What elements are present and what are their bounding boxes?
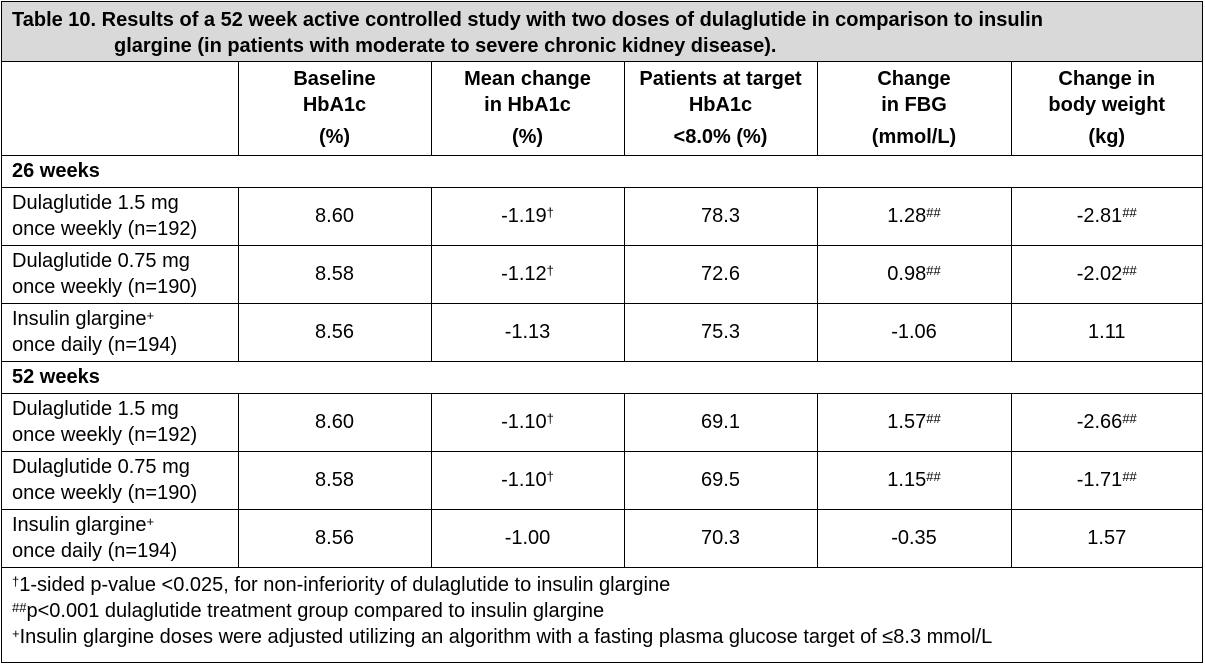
table-row: Dulaglutide 1.5 mg once weekly (n=192) 8.…: [2, 392, 1202, 452]
table-row: Insulin glargine+ once daily (n=194) 8.56…: [2, 302, 1202, 362]
cell: 69.1: [623, 392, 818, 452]
cell: 70.3: [623, 508, 818, 568]
cell: -1.13: [430, 302, 625, 362]
section-label: 26 weeks: [2, 154, 1202, 188]
cell: 1.11: [1010, 302, 1202, 362]
section-row: 52 weeks: [2, 360, 1202, 394]
cell: -1.00: [430, 508, 625, 568]
cell: 72.6: [623, 244, 818, 304]
row-label: Dulaglutide 1.5 mg once weekly (n=192): [2, 392, 239, 452]
column-header: Change in body weight (kg): [1010, 62, 1202, 156]
cell: 1.57: [1010, 508, 1202, 568]
table-title: Table 10. Results of a 52 week active co…: [2, 2, 1202, 62]
footnote: ##p<0.001 dulaglutide treatment group co…: [12, 599, 605, 622]
cell: -1.71##: [1010, 450, 1202, 510]
cell: 8.58: [237, 244, 432, 304]
table-title-line-2: glargine (in patients with moderate to s…: [114, 35, 777, 57]
row-label: Dulaglutide 1.5 mg once weekly (n=192): [2, 186, 239, 246]
footnote: †1-sided p-value <0.025, for non-inferio…: [12, 573, 671, 596]
row-label: Insulin glargine+ once daily (n=194): [2, 302, 239, 362]
cell: -2.81##: [1010, 186, 1202, 246]
footnotes-row: †1-sided p-value <0.025, for non-inferio…: [2, 566, 1202, 652]
cell: -2.02##: [1010, 244, 1202, 304]
table-row: Dulaglutide 1.5 mg once weekly (n=192) 8.…: [2, 186, 1202, 246]
cell: 8.60: [237, 186, 432, 246]
cell: -1.06: [816, 302, 1012, 362]
cell: -1.10†: [430, 392, 625, 452]
section-label: 52 weeks: [2, 360, 1202, 394]
cell: 1.57##: [816, 392, 1012, 452]
table-title-line-1: Table 10. Results of a 52 week active co…: [12, 9, 1043, 31]
row-label: Insulin glargine+ once daily (n=194): [2, 508, 239, 568]
cell: 8.60: [237, 392, 432, 452]
cell: -1.12†: [430, 244, 625, 304]
cell: 1.28##: [816, 186, 1012, 246]
column-header: Baseline HbA1c (%): [237, 62, 432, 156]
cell: -2.66##: [1010, 392, 1202, 452]
table-row: Dulaglutide 0.75 mg once weekly (n=190) 8…: [2, 450, 1202, 510]
footnote: +Insulin glargine doses were adjusted ut…: [12, 625, 993, 648]
cell: 78.3: [623, 186, 818, 246]
column-header: Patients at target HbA1c <8.0% (%): [623, 62, 818, 156]
cell: -1.10†: [430, 450, 625, 510]
footnotes: †1-sided p-value <0.025, for non-inferio…: [2, 566, 1202, 652]
results-table: Baseline HbA1c (%) Mean change in HbA1c (%) …: [2, 62, 1202, 652]
header-row: Baseline HbA1c (%) Mean change in HbA1c (%) …: [2, 62, 1202, 156]
cell: 8.56: [237, 508, 432, 568]
cell: -1.19†: [430, 186, 625, 246]
column-header: Change in FBG (mmol/L): [816, 62, 1012, 156]
table-row: Dulaglutide 0.75 mg once weekly (n=190) 8…: [2, 244, 1202, 304]
cell: 8.58: [237, 450, 432, 510]
table-row: Insulin glargine+ once daily (n=194) 8.56…: [2, 508, 1202, 568]
section-row: 26 weeks: [2, 154, 1202, 188]
row-label: Dulaglutide 0.75 mg once weekly (n=190): [2, 244, 239, 304]
cell: 75.3: [623, 302, 818, 362]
cell: 0.98##: [816, 244, 1012, 304]
column-header: Mean change in HbA1c (%): [430, 62, 625, 156]
cell: 1.15##: [816, 450, 1012, 510]
cell: 69.5: [623, 450, 818, 510]
header-empty-cell: [2, 62, 239, 156]
cell: -0.35: [816, 508, 1012, 568]
cell: 8.56: [237, 302, 432, 362]
row-label: Dulaglutide 0.75 mg once weekly (n=190): [2, 450, 239, 510]
